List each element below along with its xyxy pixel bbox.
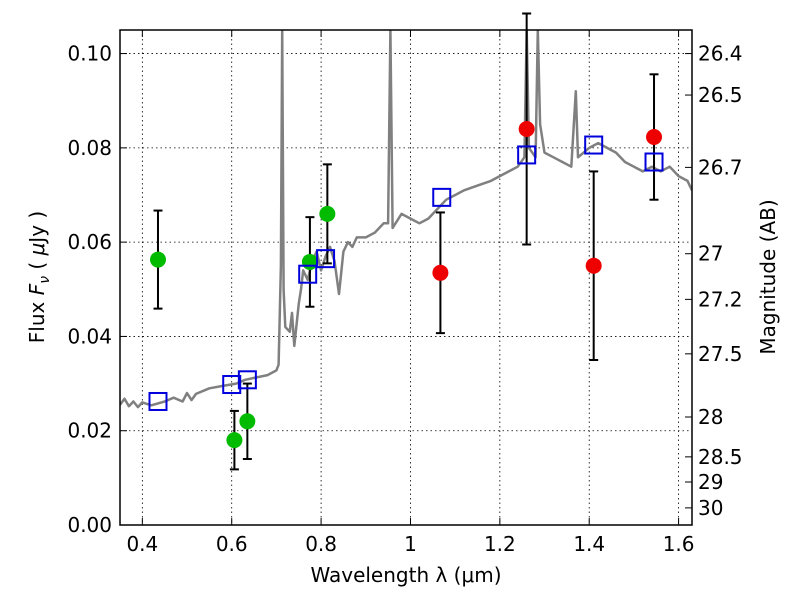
y-tick-label: 0.00 — [67, 513, 112, 537]
x-tick-label: 1 — [404, 532, 417, 556]
mag-tick-label: 26.5 — [698, 83, 743, 107]
mag-tick-label: 27.2 — [698, 287, 743, 311]
mag-tick-label: 30 — [698, 496, 723, 520]
y-axis-title-prefix: Flux — [25, 295, 49, 343]
y-tick-label: 0.10 — [67, 42, 112, 66]
x-tick-label: 1.6 — [663, 532, 695, 556]
x-tick-label: 0.8 — [305, 532, 337, 556]
y-tick-label: 0.08 — [67, 136, 112, 160]
mag-tick-label: 27 — [698, 242, 723, 266]
mag-tick-label: 28 — [698, 405, 723, 429]
mag-tick-label: 26.7 — [698, 155, 743, 179]
x-tick-label: 1.2 — [484, 532, 516, 556]
axis-ticks: 0.4 0.6 0.8 1 1.2 1.4 1.6 0.00 0.02 0.04 0.06 0.08 0… — [67, 30, 743, 556]
y-axis-title-unit: Jy ) — [25, 211, 49, 245]
x-axis-title: Wavelength λ (μm) — [310, 563, 501, 587]
data-markers — [148, 12, 664, 471]
y-axis-title: Flux Fν ( μJy ) — [25, 211, 53, 343]
y-axis-title-paren: ( — [25, 255, 49, 276]
model-square-marker — [298, 264, 318, 284]
model-square-marker — [148, 391, 168, 411]
grid-lines — [120, 30, 692, 526]
y-axis-title-mu: μ — [25, 243, 49, 257]
mag-tick-label: 26.4 — [698, 42, 743, 66]
mag-tick-label: 29 — [698, 470, 723, 494]
mag-tick-label: 28.5 — [698, 445, 743, 469]
model-square-marker — [644, 152, 664, 172]
y-tick-label: 0.06 — [67, 230, 112, 254]
spectrum-line — [120, 30, 692, 409]
red-data-point — [432, 264, 449, 281]
model-square-marker — [584, 135, 604, 155]
y-tick-label: 0.02 — [67, 419, 112, 443]
plot-frame — [119, 29, 693, 526]
model-square-marker — [222, 375, 242, 395]
model-square-marker — [237, 370, 257, 390]
green-data-point — [149, 251, 166, 268]
red-data-point — [646, 129, 663, 146]
y-axis-title-symbol: F — [25, 283, 49, 295]
spectrum-series — [120, 30, 692, 409]
mag-tick-label: 27.5 — [698, 342, 743, 366]
red-data-point — [518, 121, 535, 137]
model-square-marker — [432, 187, 452, 207]
green-data-point — [226, 432, 243, 449]
x-tick-label: 1.4 — [573, 532, 605, 556]
x-tick-label: 0.6 — [216, 532, 248, 556]
y-tick-label: 0.04 — [67, 324, 112, 348]
x-tick-label: 0.4 — [126, 532, 158, 556]
y-axis-title-subscript: ν — [37, 276, 53, 284]
green-data-point — [239, 413, 256, 430]
right-axis-title: Magnitude (AB) — [756, 199, 780, 354]
model-square-marker — [316, 249, 336, 269]
model-square-marker — [517, 145, 537, 165]
red-data-point — [585, 257, 602, 274]
green-data-point — [319, 205, 336, 222]
